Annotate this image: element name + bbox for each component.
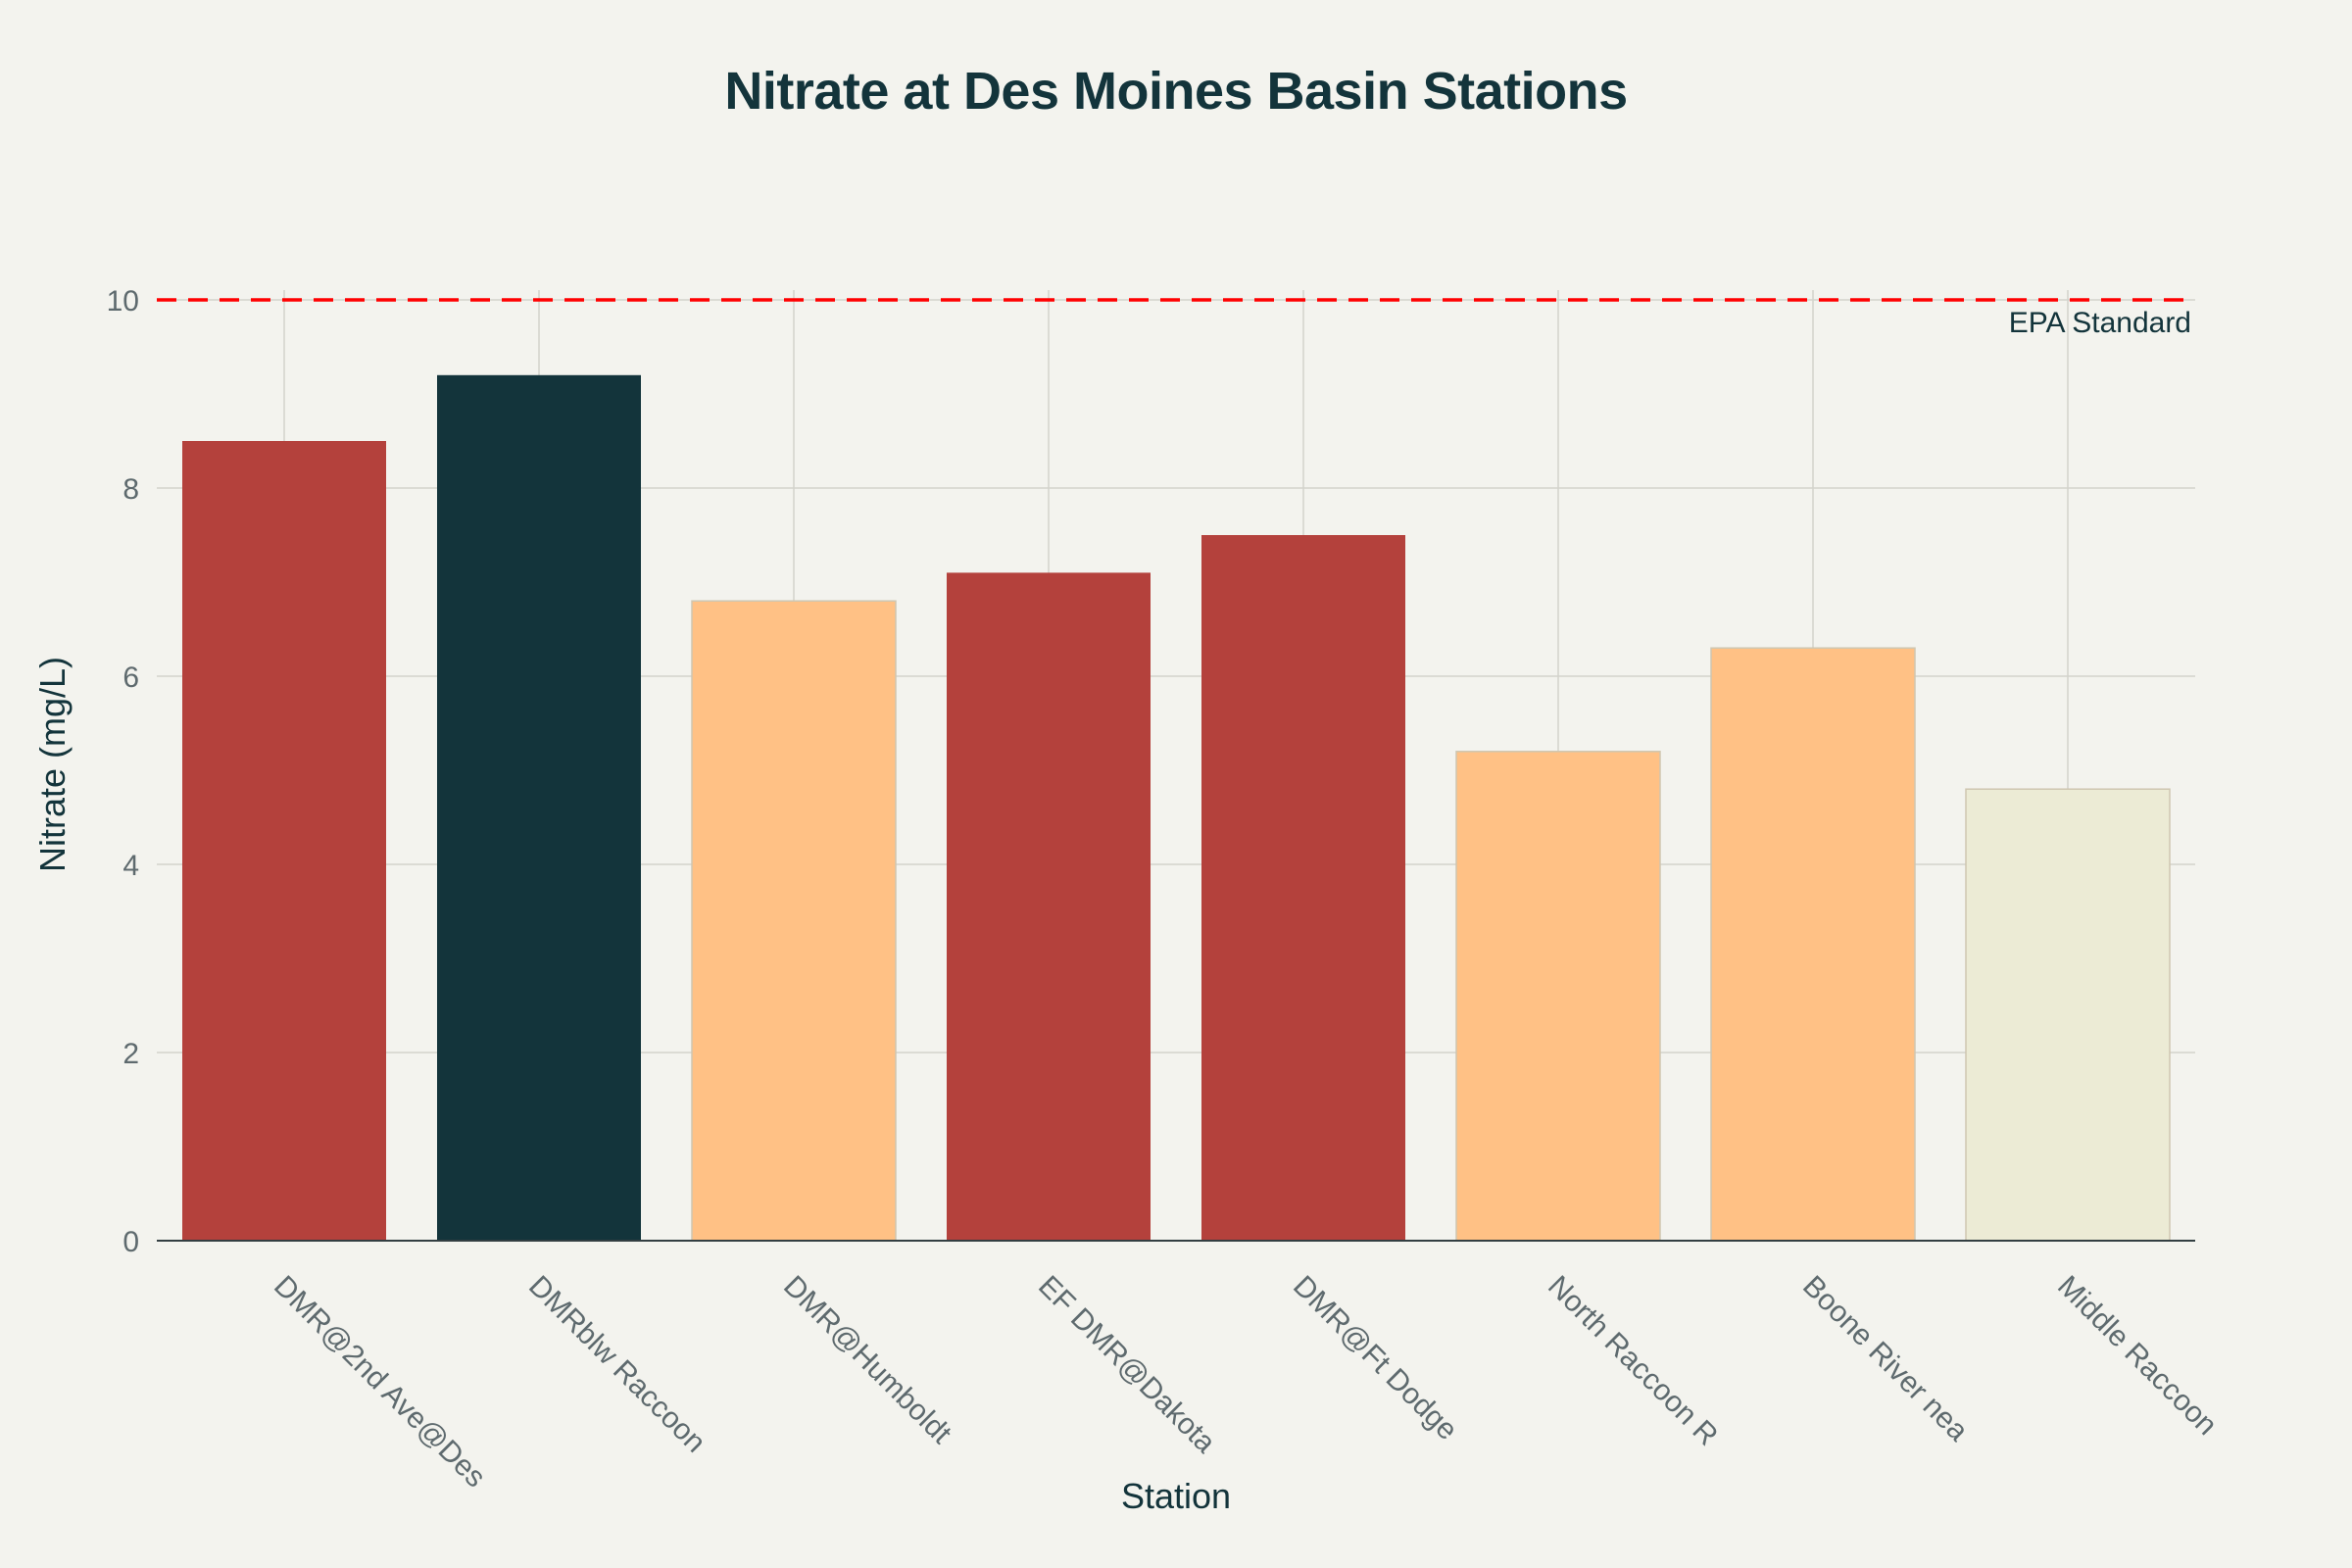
y-axis-title: Nitrate (mg/L) — [32, 657, 73, 872]
bar-middle-raccoon — [1965, 788, 2171, 1242]
y-tick-label: 0 — [122, 1226, 139, 1258]
reference-line-group: EPA Standard — [157, 298, 2195, 339]
y-tick-label: 6 — [122, 662, 139, 694]
x-tick-label: Middle Raccoon — [2051, 1270, 2223, 1442]
bar-dmr-humboldt — [691, 600, 897, 1242]
bar-dmrblw-raccoon — [437, 374, 641, 1241]
bar-ef-dmr-dakota — [947, 572, 1151, 1241]
x-tick-label: DMR@2nd Ave@Des — [268, 1270, 492, 1494]
epa-standard-label: EPA Standard — [2009, 307, 2191, 339]
y-tick-label: 4 — [122, 850, 139, 882]
x-tick-label: DMR@Humboldt — [777, 1270, 957, 1450]
y-tick-label: 10 — [107, 285, 139, 318]
y-tick-label: 2 — [122, 1038, 139, 1070]
chart-title: Nitrate at Des Moines Basin Stations — [724, 62, 1628, 121]
x-axis-title: Station — [1121, 1476, 1231, 1516]
bars — [182, 374, 2171, 1242]
bar-dmr-2nd-ave-des — [182, 441, 386, 1241]
x-tick-label: EF DMR@Dakota — [1032, 1270, 1222, 1460]
bar-north-raccoon-r — [1455, 751, 1661, 1242]
x-tick-label: DMR@Ft Dodge — [1287, 1270, 1463, 1446]
x-tick-label: North Raccoon R — [1542, 1270, 1724, 1452]
x-tick-label: DMRblw Raccoon — [522, 1270, 711, 1459]
x-tick-label: Boone River nea — [1796, 1270, 1975, 1448]
y-tick-label: 8 — [122, 473, 139, 506]
bar-boone-river-nea — [1710, 647, 1916, 1242]
bar-dmr-ft-dodge — [1201, 535, 1405, 1241]
